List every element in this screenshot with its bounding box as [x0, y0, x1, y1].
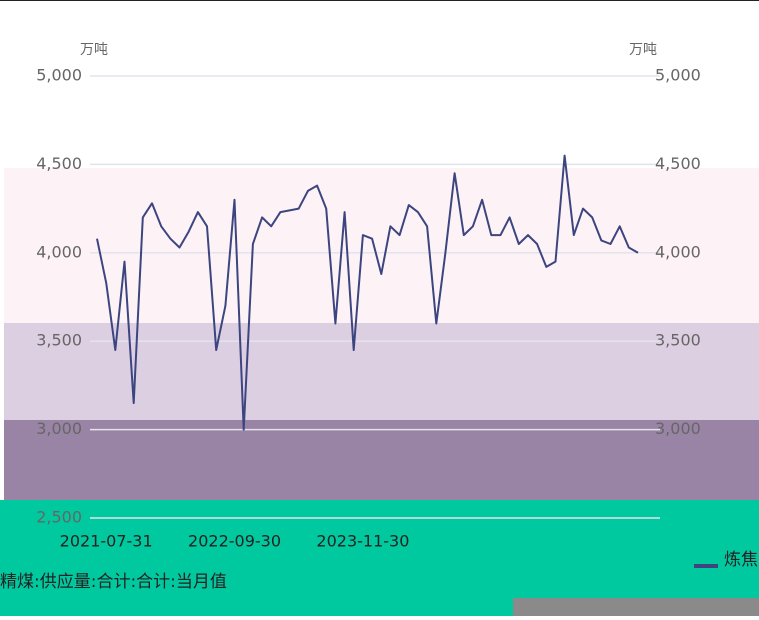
- y2-tick-label: 3,500: [655, 331, 701, 350]
- y-unit: 万吨: [80, 42, 108, 58]
- y2-tick-label: 3,000: [655, 419, 701, 438]
- band: [4, 420, 759, 500]
- y-tick-label: 3,500: [36, 331, 82, 350]
- y-tick-label: 4,500: [36, 154, 82, 173]
- y-tick-label: 5,000: [36, 66, 82, 85]
- series-line: [96, 154, 639, 431]
- y-tick-label: 2,500: [36, 508, 82, 527]
- band: [0, 500, 759, 616]
- band: [4, 168, 759, 323]
- x-tick-label: 2022-09-30: [188, 532, 281, 551]
- y-tick-label: 3,000: [36, 419, 82, 438]
- x-tick-label: 2021-07-31: [60, 532, 153, 551]
- x-tick-label: 2023-11-30: [316, 532, 409, 551]
- y2-tick-label: 4,000: [655, 242, 701, 261]
- band: [513, 598, 759, 616]
- legend-label: 炼焦: [724, 550, 758, 570]
- footer: 精煤:供应量:合计:合计:当月值: [0, 572, 227, 592]
- y2-tick-label: 5,000: [655, 66, 701, 85]
- y2-tick-label: 4,500: [655, 154, 701, 173]
- y-tick-label: 4,000: [36, 242, 82, 261]
- y2-unit: 万吨: [629, 42, 657, 58]
